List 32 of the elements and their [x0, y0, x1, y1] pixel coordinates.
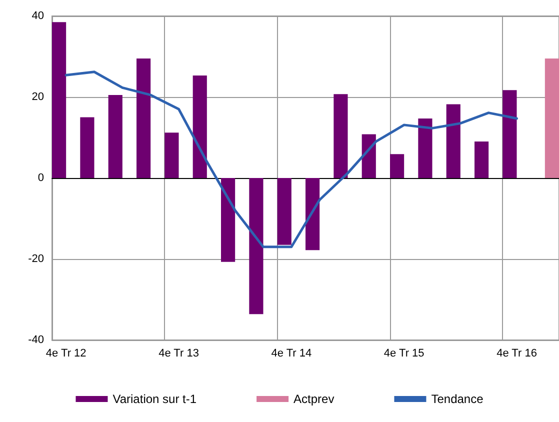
bar [277, 178, 292, 245]
x-tick-label: 4e Tr 16 [496, 348, 537, 360]
y-tick-label: -40 [28, 334, 44, 346]
legend-label: Variation sur t-1 [112, 392, 197, 406]
bar [164, 132, 179, 178]
bar [390, 154, 404, 178]
bar [502, 90, 517, 178]
bar [52, 22, 66, 178]
legend-label: Tendance [431, 392, 484, 406]
bar [362, 134, 376, 178]
legend-label: Actprev [294, 392, 334, 406]
bar [80, 117, 94, 178]
bar [334, 94, 348, 178]
x-tick-label: 4e Tr 13 [158, 348, 199, 360]
bar [136, 58, 151, 178]
x-tick-label: 4e Tr 15 [384, 348, 424, 360]
y-tick-label: -20 [28, 253, 44, 265]
bar [249, 178, 264, 314]
bar [474, 142, 489, 178]
x-tick-label: 4e Tr 14 [271, 348, 312, 360]
y-tick-label: 20 [32, 91, 44, 103]
bar [221, 178, 236, 262]
line-series [64, 70, 518, 248]
bar [192, 76, 207, 178]
bar [418, 118, 432, 178]
y-tick-label: 40 [32, 10, 44, 22]
bar [446, 104, 460, 178]
x-tick-label: 4e Tr 12 [46, 348, 86, 360]
bar [544, 58, 559, 178]
bar [108, 94, 122, 178]
bar [306, 178, 320, 250]
y-tick-label: 0 [38, 172, 44, 184]
